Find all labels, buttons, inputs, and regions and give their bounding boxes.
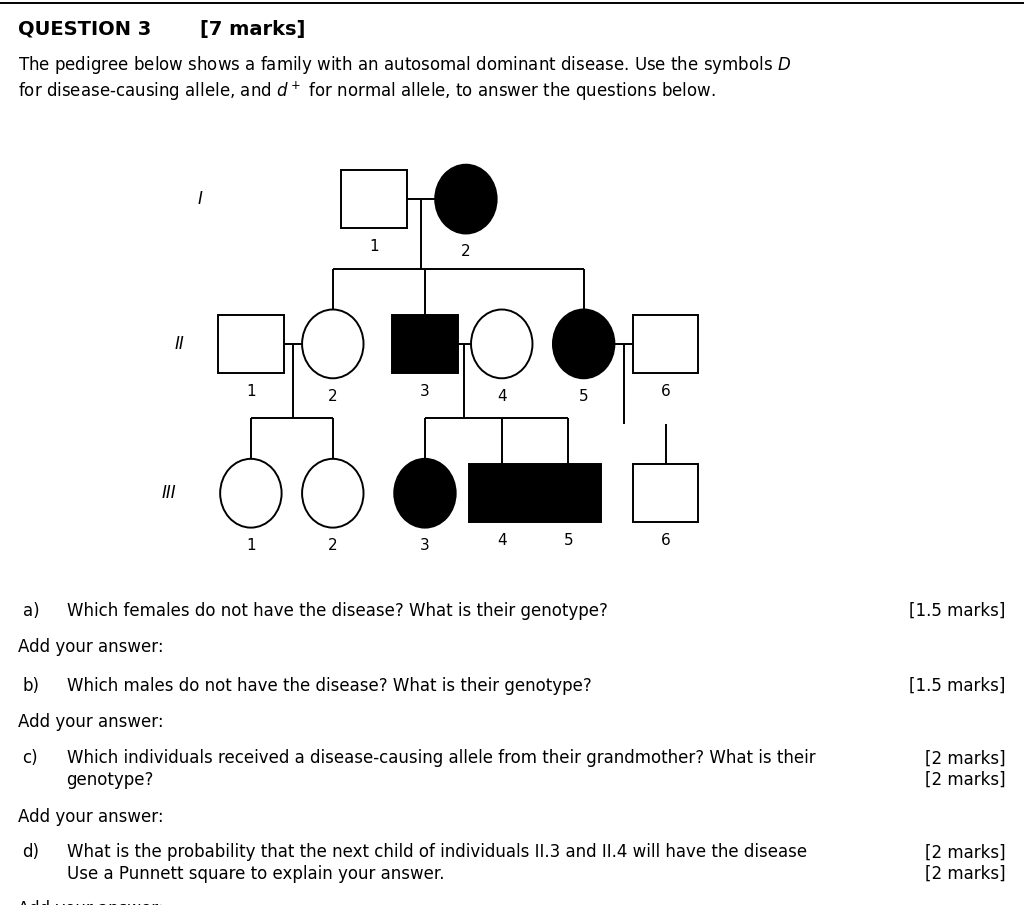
Text: 4: 4 [497,533,507,548]
Text: [2 marks]: [2 marks] [925,843,1006,862]
Text: 2: 2 [328,389,338,405]
Text: Add your answer:: Add your answer: [18,900,164,905]
Text: 6: 6 [660,384,671,399]
Bar [536,464,601,522]
Text: III: III [162,484,176,502]
Text: c): c) [23,749,38,767]
Ellipse shape [471,310,532,378]
Bar [341,170,407,228]
Text: 1: 1 [246,538,256,554]
Text: The pedigree below shows a family with an autosomal dominant disease. Use the sy: The pedigree below shows a family with a… [18,54,792,76]
Text: [2 marks]: [2 marks] [925,865,1006,883]
Text: a): a) [23,602,39,620]
Ellipse shape [553,310,614,378]
Text: 2: 2 [328,538,338,554]
Text: d): d) [23,843,40,862]
Ellipse shape [435,165,497,233]
Text: Add your answer:: Add your answer: [18,713,164,731]
Bar [218,315,284,373]
Text: I: I [198,190,202,208]
Text: for disease-causing allele, and $d^+$ for normal allele, to answer the questions: for disease-causing allele, and $d^+$ fo… [18,80,716,103]
Ellipse shape [302,459,364,528]
Text: 3: 3 [420,538,430,554]
Text: [1.5 marks]: [1.5 marks] [909,602,1006,620]
Text: genotype?: genotype? [67,771,154,789]
Text: II: II [174,335,184,353]
Ellipse shape [394,459,456,528]
Text: QUESTION 3: QUESTION 3 [18,20,152,39]
Text: Which males do not have the disease? What is their genotype?: Which males do not have the disease? Wha… [67,677,591,695]
Text: Add your answer:: Add your answer: [18,638,164,656]
Bar [633,464,698,522]
Bar [392,315,458,373]
Bar [469,464,535,522]
Text: 2: 2 [461,244,471,260]
Text: Which individuals received a disease-causing allele from their grandmother? What: Which individuals received a disease-cau… [67,749,815,767]
Text: [2 marks]: [2 marks] [925,771,1006,789]
Text: Add your answer:: Add your answer: [18,808,164,826]
Text: [7 marks]: [7 marks] [200,20,305,39]
Ellipse shape [302,310,364,378]
Text: 3: 3 [420,384,430,399]
Text: [2 marks]: [2 marks] [925,749,1006,767]
Text: Which females do not have the disease? What is their genotype?: Which females do not have the disease? W… [67,602,607,620]
Text: 1: 1 [369,239,379,254]
Text: b): b) [23,677,40,695]
Text: What is the probability that the next child of individuals II.3 and II.4 will ha: What is the probability that the next ch… [67,843,807,862]
Text: 5: 5 [579,389,589,405]
Text: 1: 1 [246,384,256,399]
Text: [1.5 marks]: [1.5 marks] [909,677,1006,695]
Text: Use a Punnett square to explain your answer.: Use a Punnett square to explain your ans… [67,865,444,883]
Text: 4: 4 [497,389,507,405]
Text: 6: 6 [660,533,671,548]
Text: 5: 5 [563,533,573,548]
Bar [633,315,698,373]
Ellipse shape [220,459,282,528]
